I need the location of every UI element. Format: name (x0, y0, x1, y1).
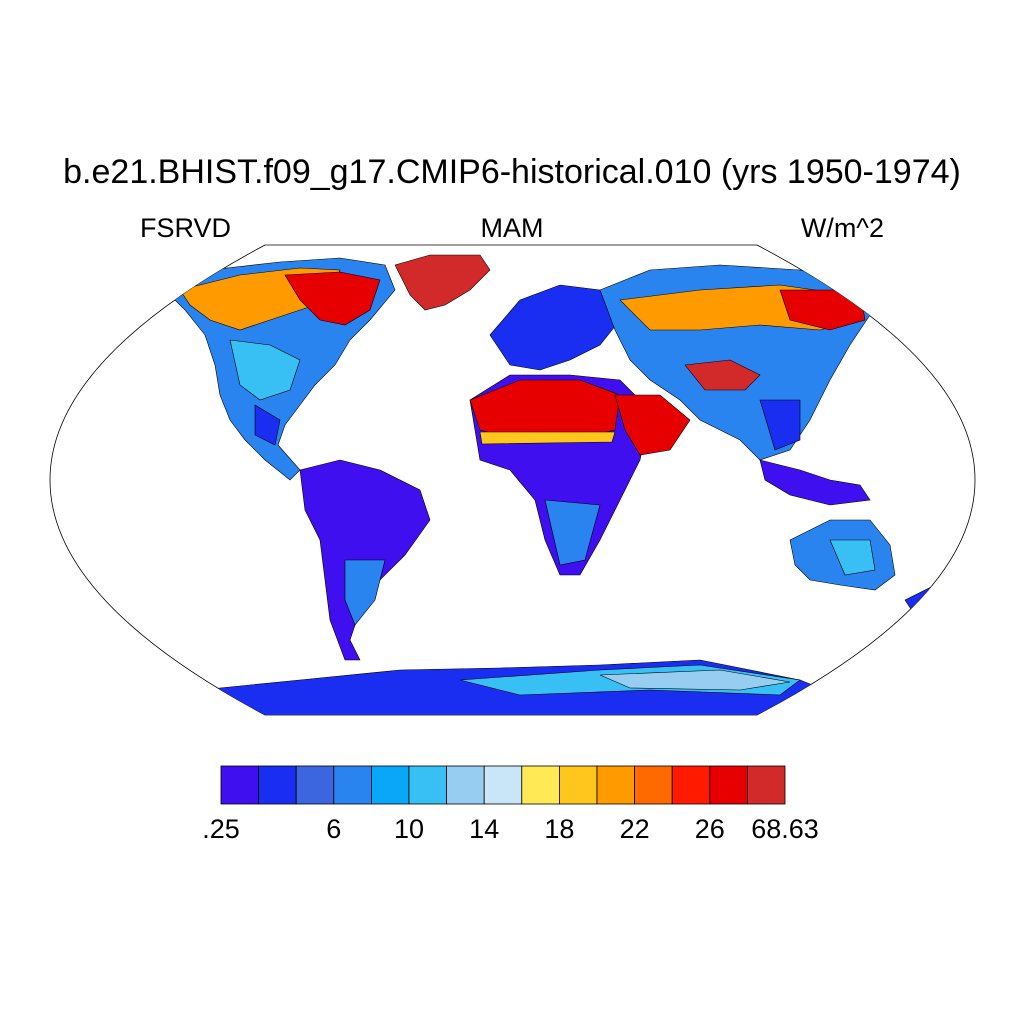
variable-label: FSRVD (140, 213, 232, 243)
maritime-asia (759, 459, 871, 506)
colorbar-swatch (483, 765, 523, 805)
colorbar-tick-label: 68.63 (751, 814, 819, 844)
units-label: W/m^2 (800, 213, 884, 243)
season-label: MAM (480, 213, 544, 243)
colorbar-tick-label: 6 (326, 814, 341, 844)
colorbar-swatch (671, 765, 711, 805)
colorbar-swatch (596, 765, 635, 805)
colorbar-tick-label: 14 (469, 814, 499, 844)
europe (489, 284, 621, 371)
colorbar-swatch (521, 765, 560, 805)
colorbar-swatch (258, 765, 297, 805)
colorbar-swatch (220, 765, 259, 805)
colorbar-tick-label: 10 (394, 814, 424, 844)
colorbar-swatch (559, 765, 598, 805)
colorbar-swatch (370, 765, 410, 805)
greenland (394, 254, 491, 311)
colorbar-swatch (709, 765, 748, 805)
plot-title: b.e21.BHIST.f09_g17.CMIP6-historical.010… (63, 153, 961, 191)
colorbar-tick-label: 18 (544, 814, 574, 844)
colorbar-tick-label: .25 (202, 814, 240, 844)
colorbar-swatch (295, 765, 335, 805)
colorbar-swatch (408, 765, 447, 805)
colorbar-swatch (446, 765, 485, 805)
arabia (614, 394, 691, 456)
colorbar-swatch (634, 765, 673, 805)
colorbar-swatch (333, 765, 372, 805)
colorbar-tick-label: 22 (620, 814, 650, 844)
colorbar-swatch (747, 765, 786, 805)
colorbar-tick-label: 26 (695, 814, 725, 844)
